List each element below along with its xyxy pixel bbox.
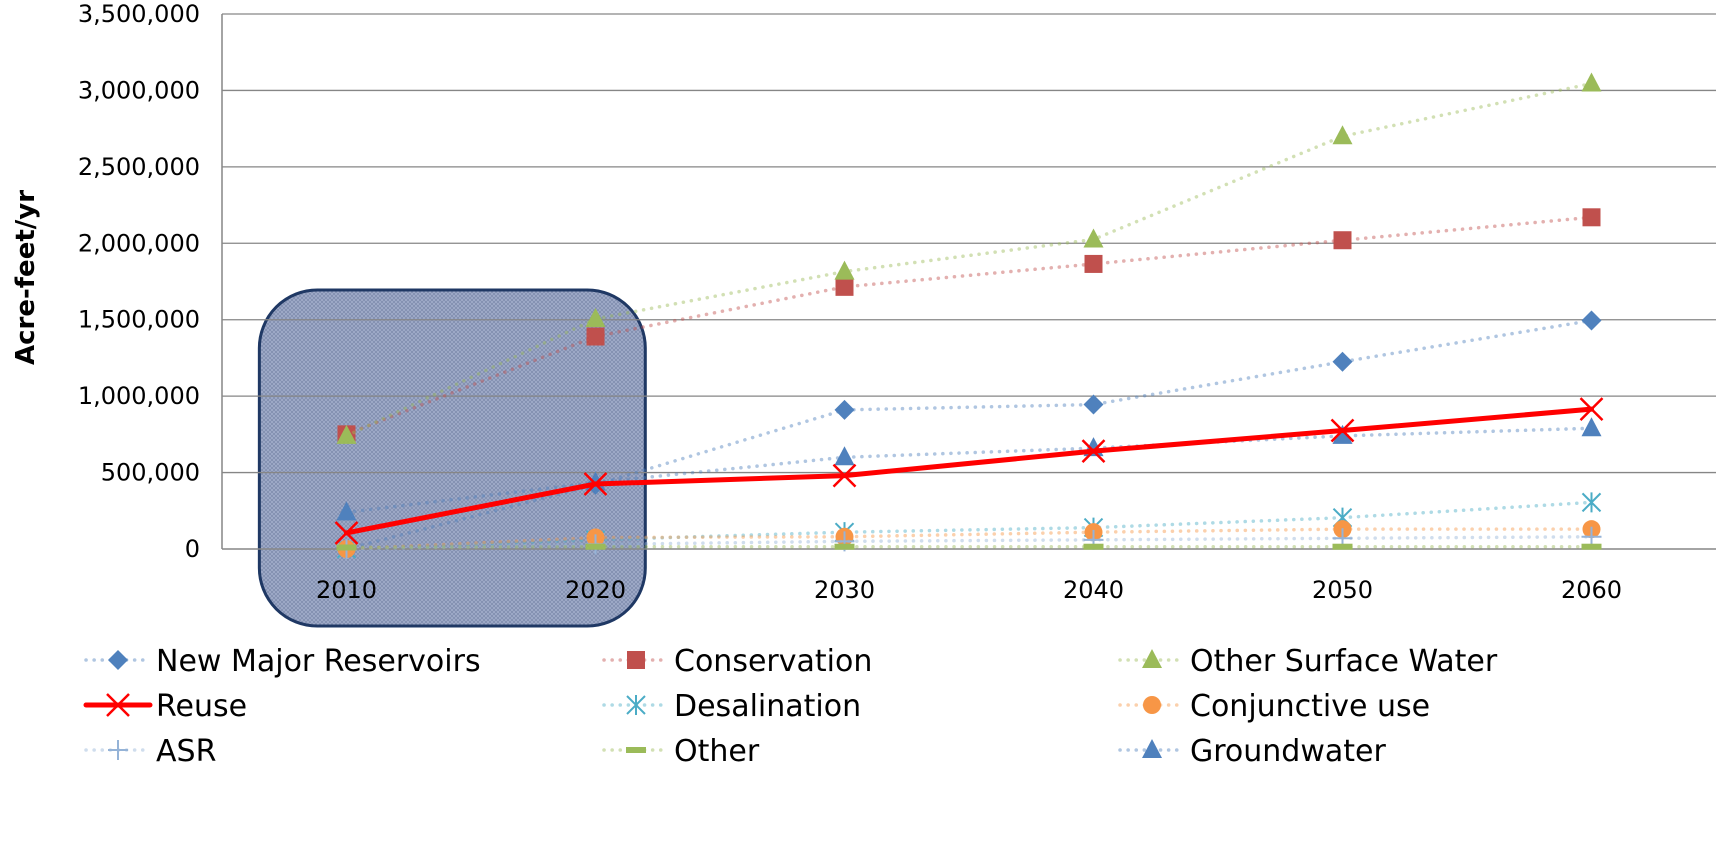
- legend-label: ASR: [156, 734, 216, 769]
- data-point-other-surface-water: [1083, 228, 1104, 248]
- y-tick-label: 500,000: [101, 459, 200, 487]
- legend-item-other-surface-water: Other Surface Water: [1118, 644, 1498, 679]
- data-point-other-surface-water: [336, 424, 357, 444]
- legend-item-reuse: Reuse: [83, 689, 247, 724]
- data-point-other: [1332, 543, 1353, 550]
- legend-label: Conjunctive use: [1190, 689, 1430, 724]
- legend-marker: [106, 693, 130, 717]
- legend-item-other: Other: [602, 734, 760, 769]
- data-point-conservation: [586, 327, 605, 346]
- data-point-asr: [1581, 526, 1602, 547]
- legend-item-conjunctive-use: Conjunctive use: [1118, 689, 1430, 724]
- data-point-other-surface-water: [1581, 72, 1602, 92]
- series-line-reuse: [344, 406, 1594, 536]
- data-point-new-major-reservoirs: [1581, 310, 1602, 331]
- legend-item-desalination: Desalination: [602, 689, 861, 724]
- data-point-conservation: [1084, 254, 1103, 273]
- legend-marker: [1142, 739, 1162, 758]
- data-point-desalination: [1581, 492, 1602, 513]
- series-line-desalination: [344, 500, 1594, 551]
- data-point-other-surface-water: [585, 307, 606, 327]
- x-tick-label: 2050: [1312, 576, 1373, 604]
- series-line-conjunctive-use: [344, 527, 1594, 551]
- legend-item-asr: ASR: [84, 734, 216, 769]
- legend-label: Other: [674, 734, 760, 769]
- data-point-conservation: [1582, 208, 1601, 227]
- data-point-other-surface-water: [1332, 125, 1353, 145]
- y-tick-label: 1,000,000: [78, 382, 200, 410]
- data-point-reuse: [1081, 439, 1106, 464]
- legend-marker: [626, 695, 646, 715]
- data-point-other: [585, 543, 606, 550]
- legend-label: Reuse: [156, 689, 247, 724]
- data-point-other: [1581, 543, 1602, 550]
- data-point-groundwater: [1332, 424, 1353, 444]
- y-tick-label: 3,000,000: [78, 76, 200, 104]
- data-point-reuse: [1579, 397, 1604, 422]
- data-point-reuse: [1330, 418, 1355, 443]
- data-point-conservation: [835, 277, 854, 296]
- x-tick-label: 2040: [1063, 576, 1124, 604]
- data-point-groundwater: [834, 446, 855, 466]
- legend-marker: [108, 650, 128, 670]
- legend-label: Desalination: [674, 689, 861, 724]
- legend-marker: [626, 747, 646, 753]
- y-axis-title: Acre-feet/yr: [11, 190, 41, 365]
- legend-label: New Major Reservoirs: [156, 644, 481, 679]
- legend-marker: [1143, 696, 1161, 714]
- series-other: [336, 543, 1602, 551]
- series-line-new-major-reservoirs: [344, 318, 1594, 551]
- series-line-conservation: [344, 215, 1594, 437]
- data-point-other: [336, 544, 357, 551]
- data-point-other: [834, 543, 855, 550]
- y-tick-label: 2,500,000: [78, 153, 200, 181]
- data-point-new-major-reservoirs: [834, 399, 855, 420]
- x-tick-label: 2010: [316, 576, 377, 604]
- data-point-conservation: [1333, 231, 1352, 250]
- series-line-groundwater: [344, 426, 1594, 515]
- legend-item-conservation: Conservation: [602, 644, 872, 679]
- x-tick-label: 2020: [565, 576, 626, 604]
- data-point-reuse: [334, 521, 359, 545]
- data-point-new-major-reservoirs: [1332, 351, 1353, 372]
- series-line-asr: [344, 535, 1594, 551]
- y-tick-label: 3,500,000: [78, 0, 200, 28]
- y-tick-label: 0: [185, 535, 200, 563]
- data-point-new-major-reservoirs: [1083, 394, 1104, 415]
- series-other-surface-water: [336, 72, 1602, 444]
- data-point-groundwater: [1581, 417, 1602, 437]
- series-line-other: [344, 544, 1594, 550]
- legend-item-new-major-reservoirs: New Major Reservoirs: [84, 644, 481, 679]
- series-reuse: [334, 397, 1604, 545]
- legend-label: Other Surface Water: [1190, 644, 1498, 679]
- data-point-other: [1083, 543, 1104, 550]
- data-point-reuse: [583, 472, 608, 496]
- y-tick-label: 2,000,000: [78, 229, 200, 257]
- legend-marker: [108, 740, 128, 760]
- legend-label: Groundwater: [1190, 734, 1386, 769]
- data-point-groundwater: [336, 501, 357, 521]
- y-tick-label: 1,500,000: [78, 306, 200, 334]
- data-point-reuse: [832, 463, 857, 488]
- x-tick-label: 2030: [814, 576, 875, 604]
- legend-label: Conservation: [674, 644, 872, 679]
- x-tick-label: 2060: [1561, 576, 1622, 604]
- legend-item-groundwater: Groundwater: [1118, 734, 1386, 769]
- legend-marker: [1142, 649, 1162, 668]
- data-point-other-surface-water: [834, 260, 855, 280]
- legend-marker: [627, 651, 645, 669]
